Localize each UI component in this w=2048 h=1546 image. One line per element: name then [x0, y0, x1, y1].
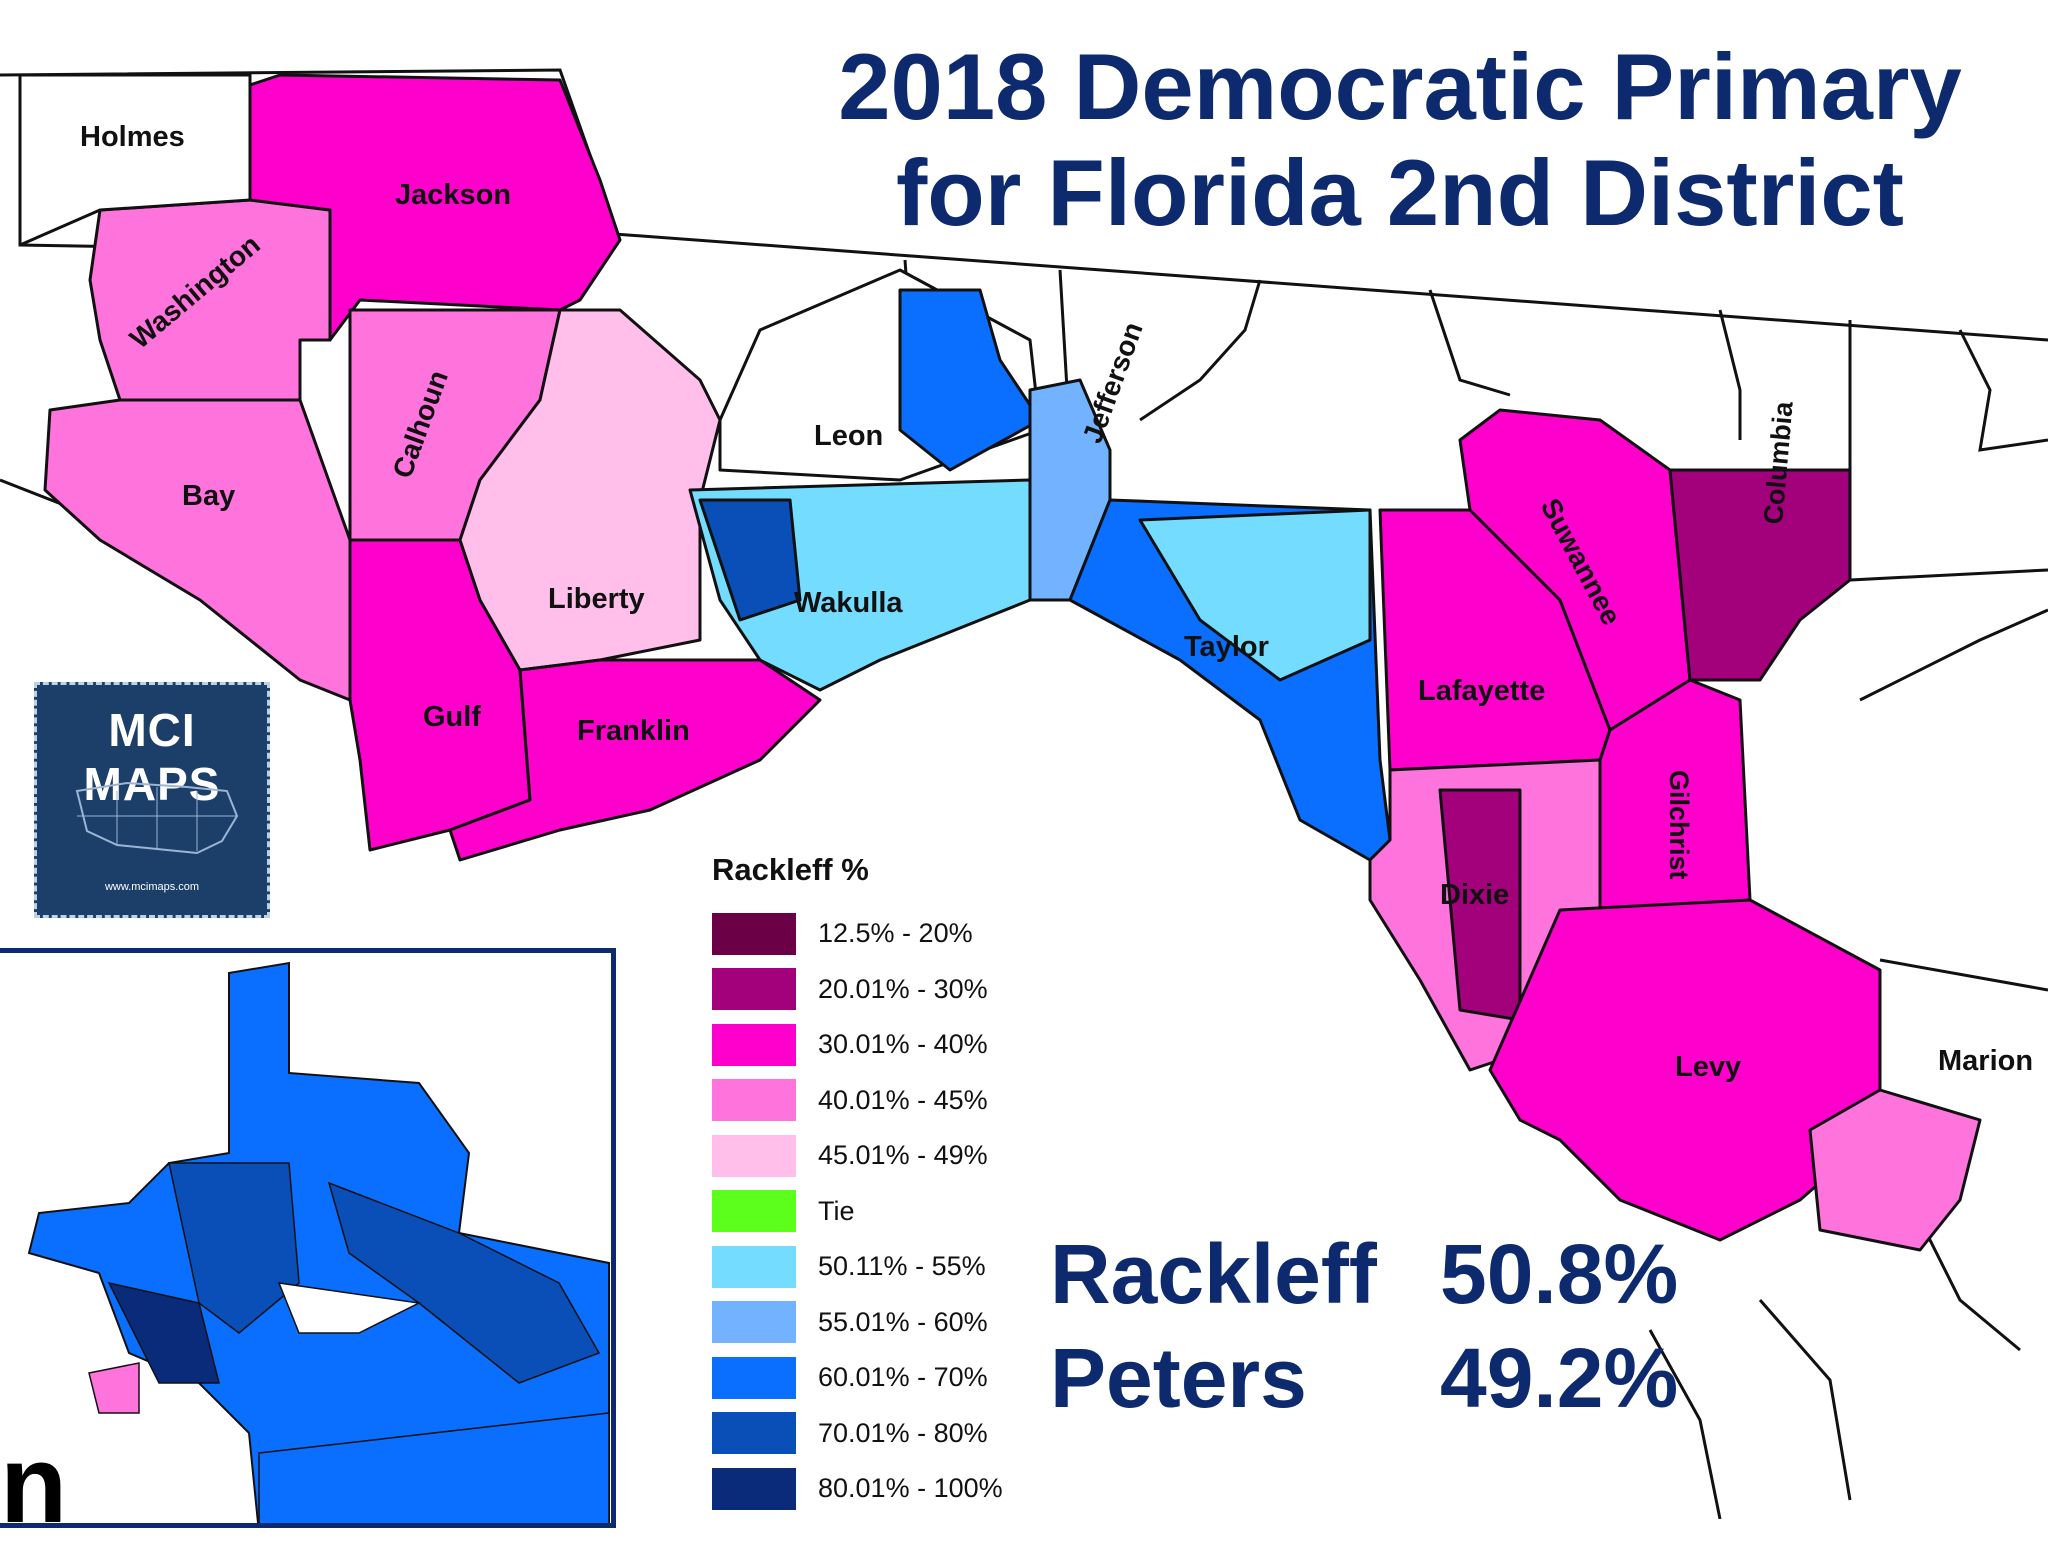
label-bay: Bay [182, 480, 235, 512]
legend-swatch [712, 1412, 796, 1455]
result-name: Peters [1050, 1331, 1307, 1425]
legend-item: Tie [712, 1184, 1003, 1240]
legend: Rackleff % 12.5% - 20% 20.01% - 30% 30.01%… [712, 852, 1003, 1517]
legend-label: 40.01% - 45% [818, 1084, 988, 1115]
label-wakulla: Wakulla [794, 587, 903, 619]
legend-swatch [712, 1245, 796, 1288]
badge-url: www.mcimaps.com [104, 881, 200, 893]
legend-label: 60.01% - 70% [818, 1362, 988, 1393]
legend-item: 50.11% - 55% [712, 1239, 1003, 1295]
legend-item: 40.01% - 45% [712, 1073, 1003, 1129]
label-gulf: Gulf [423, 701, 481, 733]
legend-swatch [712, 1079, 796, 1122]
legend-item: 30.01% - 40% [712, 1017, 1003, 1073]
legend-swatch [712, 1134, 796, 1177]
label-leon: Leon [814, 420, 883, 452]
legend-label: 80.01% - 100% [818, 1473, 1003, 1504]
county-levy [1488, 898, 1882, 1242]
label-gilchrist: Gilchrist [1664, 770, 1694, 880]
label-marion: Marion [1938, 1045, 2033, 1077]
result-rackleff: Rackleff 50.8% [1050, 1226, 1678, 1323]
legend-label: 12.5% - 20% [818, 918, 973, 949]
legend-item: 70.01% - 80% [712, 1406, 1003, 1462]
legend-label: 55.01% - 60% [818, 1306, 988, 1337]
legend-label: Tie [818, 1195, 855, 1226]
label-taylor: Taylor [1184, 631, 1269, 663]
inset-map-leon [0, 948, 616, 1528]
result-name: Rackleff [1050, 1227, 1377, 1321]
legend-item: 80.01% - 100% [712, 1461, 1003, 1517]
label-dixie: Dixie [1440, 879, 1509, 911]
map-title: 2018 Democratic Primary for Florida 2nd … [760, 34, 2040, 246]
legend-swatch [712, 1467, 796, 1510]
label-levy: Levy [1675, 1051, 1741, 1083]
result-pct: 49.2% [1440, 1331, 1679, 1425]
legend-item: 45.01% - 49% [712, 1128, 1003, 1184]
usa-outline-icon [75, 781, 239, 855]
county-bay [43, 398, 352, 702]
label-jackson: Jackson [395, 179, 511, 211]
county-jackson [248, 73, 622, 342]
label-lafayette: Lafayette [1418, 675, 1545, 707]
county-labels: Holmes Jackson Washington Calhoun Bay Li… [80, 121, 2033, 1083]
legend-swatch [712, 912, 796, 955]
label-jefferson: Jefferson [1077, 318, 1149, 447]
legend-label: 30.01% - 40% [818, 1029, 988, 1060]
title-line-1: 2018 Democratic Primary [838, 34, 1962, 139]
county-marion [1808, 1088, 1982, 1252]
inset-label: n [0, 1423, 68, 1546]
wakulla-dark [698, 498, 802, 622]
legend-swatch [712, 1023, 796, 1066]
result-pct: 50.8% [1440, 1227, 1679, 1321]
legend-label: 70.01% - 80% [818, 1417, 988, 1448]
county-washington [88, 198, 332, 402]
legend-item: 12.5% - 20% [712, 906, 1003, 962]
legend-label: 50.11% - 55% [818, 1251, 986, 1282]
label-liberty: Liberty [548, 583, 645, 615]
legend-swatch [712, 968, 796, 1011]
legend-title: Rackleff % [712, 852, 869, 887]
taylor-light [1138, 508, 1372, 682]
county-holmes [18, 73, 252, 247]
county-franklin [448, 658, 822, 862]
label-holmes: Holmes [80, 121, 185, 153]
legend-swatch [712, 1190, 796, 1233]
legend-item: 60.01% - 70% [712, 1350, 1003, 1406]
legend-label: 45.01% - 49% [818, 1140, 988, 1171]
legend-swatch [712, 1301, 796, 1344]
result-peters: Peters 49.2% [1050, 1330, 1678, 1427]
legend-item: 20.01% - 30% [712, 962, 1003, 1018]
legend-item: 55.01% - 60% [712, 1295, 1003, 1351]
legend-swatch [712, 1356, 796, 1399]
title-line-2: for Florida 2nd District [896, 140, 1904, 245]
legend-rows: 12.5% - 20% 20.01% - 30% 30.01% - 40% 40.01… [712, 906, 1003, 1517]
inset-precincts [27, 961, 610, 1523]
mci-maps-badge: MCI MAPS www.mcimaps.com [34, 682, 270, 918]
legend-label: 20.01% - 30% [818, 973, 988, 1004]
label-franklin: Franklin [577, 715, 690, 747]
county-shapes [18, 73, 1982, 1252]
